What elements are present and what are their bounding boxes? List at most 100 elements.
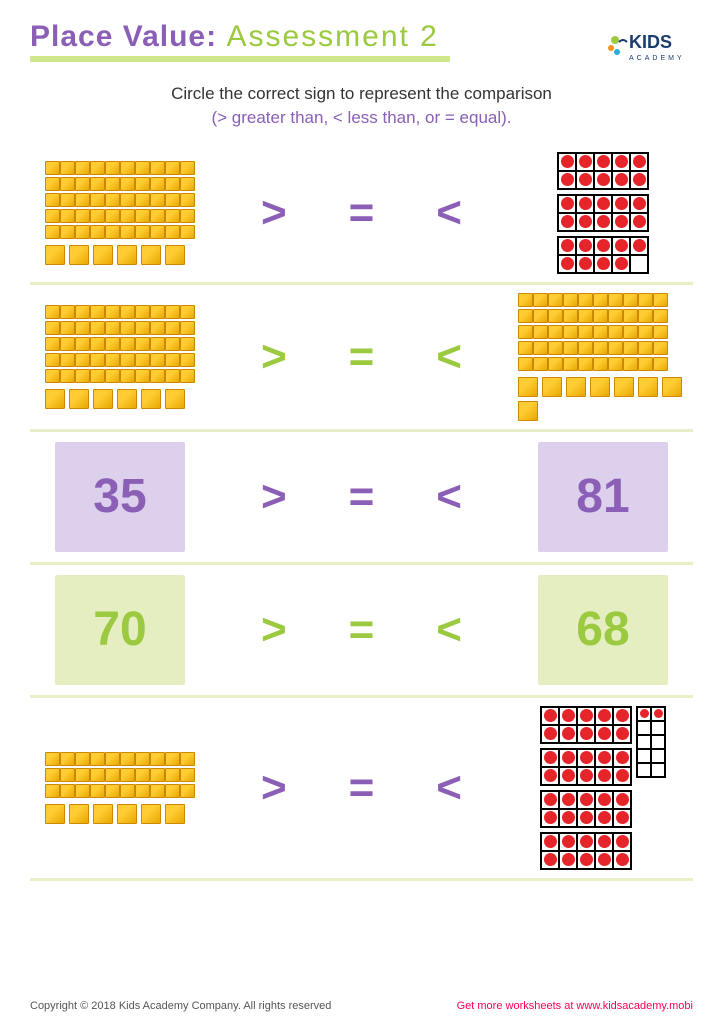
cube-icon bbox=[135, 305, 150, 319]
less-than-sign[interactable]: < bbox=[436, 188, 462, 238]
dot-icon bbox=[561, 239, 574, 252]
cube-icon bbox=[90, 353, 105, 367]
less-than-sign[interactable]: < bbox=[436, 472, 462, 522]
cube-icon bbox=[150, 752, 165, 766]
cube-icon bbox=[593, 309, 608, 323]
right-quantity: 81 bbox=[513, 442, 693, 552]
cube-icon bbox=[45, 193, 60, 207]
cube-icon bbox=[533, 325, 548, 339]
dot-icon bbox=[640, 709, 649, 718]
ten-frame-cell bbox=[559, 809, 577, 827]
dot-icon bbox=[562, 811, 575, 824]
dot-icon bbox=[580, 709, 593, 722]
cube-icon bbox=[45, 177, 60, 191]
cube-icon bbox=[105, 337, 120, 351]
title-block: Place Value: Assessment 2 bbox=[30, 20, 603, 62]
dot-icon bbox=[616, 793, 629, 806]
cube-icon bbox=[638, 309, 653, 323]
ten-frame-cell bbox=[558, 195, 576, 213]
cube-icon bbox=[75, 305, 90, 319]
less-than-sign[interactable]: < bbox=[436, 332, 462, 382]
cube-icon bbox=[69, 389, 89, 409]
comparison-row: 70>=<68 bbox=[30, 565, 693, 695]
ten-frame-cell bbox=[559, 749, 577, 767]
cube-icon bbox=[117, 804, 137, 824]
greater-than-sign[interactable]: > bbox=[261, 472, 287, 522]
ten-frame-cell bbox=[612, 153, 630, 171]
cube-icon bbox=[135, 193, 150, 207]
cube-icon bbox=[45, 245, 65, 265]
cube-icon bbox=[150, 321, 165, 335]
cube-icon bbox=[105, 321, 120, 335]
base-ten-blocks bbox=[45, 161, 195, 265]
ten-frame-cell bbox=[630, 237, 648, 255]
ten-frame-cell bbox=[651, 707, 665, 721]
cube-icon bbox=[105, 768, 120, 782]
cube-icon bbox=[75, 193, 90, 207]
ten-frame-cell bbox=[612, 171, 630, 189]
ten-frame-cell bbox=[558, 171, 576, 189]
left-quantity bbox=[30, 752, 210, 824]
less-than-sign[interactable]: < bbox=[436, 605, 462, 655]
greater-than-sign[interactable]: > bbox=[261, 605, 287, 655]
cube-icon bbox=[578, 341, 593, 355]
less-than-sign[interactable]: < bbox=[436, 763, 462, 813]
cube-icon bbox=[578, 325, 593, 339]
greater-than-sign[interactable]: > bbox=[261, 763, 287, 813]
cube-icon bbox=[75, 321, 90, 335]
cube-icon bbox=[533, 293, 548, 307]
cube-icon bbox=[135, 177, 150, 191]
page-title: Place Value: Assessment 2 bbox=[30, 20, 603, 54]
base-ten-blocks bbox=[45, 305, 195, 409]
cube-icon bbox=[566, 377, 586, 397]
cube-icon bbox=[180, 337, 195, 351]
ten-frame-cell bbox=[594, 195, 612, 213]
ten-frame-cell bbox=[637, 721, 651, 735]
equal-sign[interactable]: = bbox=[349, 332, 375, 382]
ten-frame bbox=[540, 706, 632, 744]
cube-icon bbox=[141, 389, 161, 409]
dot-icon bbox=[580, 811, 593, 824]
dot-icon bbox=[544, 811, 557, 824]
cube-icon bbox=[60, 337, 75, 351]
equal-sign[interactable]: = bbox=[349, 763, 375, 813]
ten-frame-cell bbox=[651, 721, 665, 735]
greater-than-sign[interactable]: > bbox=[261, 332, 287, 382]
cube-icon bbox=[105, 177, 120, 191]
ten-frame-cell bbox=[594, 255, 612, 273]
cube-icon bbox=[45, 225, 60, 239]
ten-frame-cell bbox=[613, 767, 631, 785]
ten-frame-cell bbox=[595, 707, 613, 725]
dot-icon bbox=[597, 155, 610, 168]
copyright-text: Copyright © 2018 Kids Academy Company. A… bbox=[30, 1000, 331, 1012]
cube-icon bbox=[180, 353, 195, 367]
ten-frame-cell bbox=[651, 735, 665, 749]
ten-frame-cell bbox=[651, 749, 665, 763]
cube-icon bbox=[662, 377, 682, 397]
cube-icon bbox=[90, 161, 105, 175]
dot-icon bbox=[598, 727, 611, 740]
cube-icon bbox=[653, 293, 668, 307]
greater-than-sign[interactable]: > bbox=[261, 188, 287, 238]
equal-sign[interactable]: = bbox=[349, 188, 375, 238]
cube-icon bbox=[518, 377, 538, 397]
cube-icon bbox=[117, 245, 137, 265]
base-ten-blocks bbox=[518, 293, 688, 421]
cube-icon bbox=[75, 353, 90, 367]
equal-sign[interactable]: = bbox=[349, 472, 375, 522]
title-underline bbox=[30, 56, 450, 62]
cube-icon bbox=[135, 209, 150, 223]
ten-frame-cell bbox=[651, 763, 665, 777]
ten-frame-cell bbox=[559, 725, 577, 743]
cube-icon bbox=[75, 337, 90, 351]
dot-icon bbox=[598, 835, 611, 848]
ten-frame bbox=[540, 790, 632, 828]
ten-frame-cell bbox=[576, 171, 594, 189]
number-box: 81 bbox=[538, 442, 668, 552]
equal-sign[interactable]: = bbox=[349, 605, 375, 655]
ten-frame bbox=[557, 194, 649, 232]
sign-choices: > = < bbox=[210, 188, 513, 238]
dot-icon bbox=[580, 751, 593, 764]
ones-row bbox=[45, 245, 185, 265]
dot-icon bbox=[615, 173, 628, 186]
